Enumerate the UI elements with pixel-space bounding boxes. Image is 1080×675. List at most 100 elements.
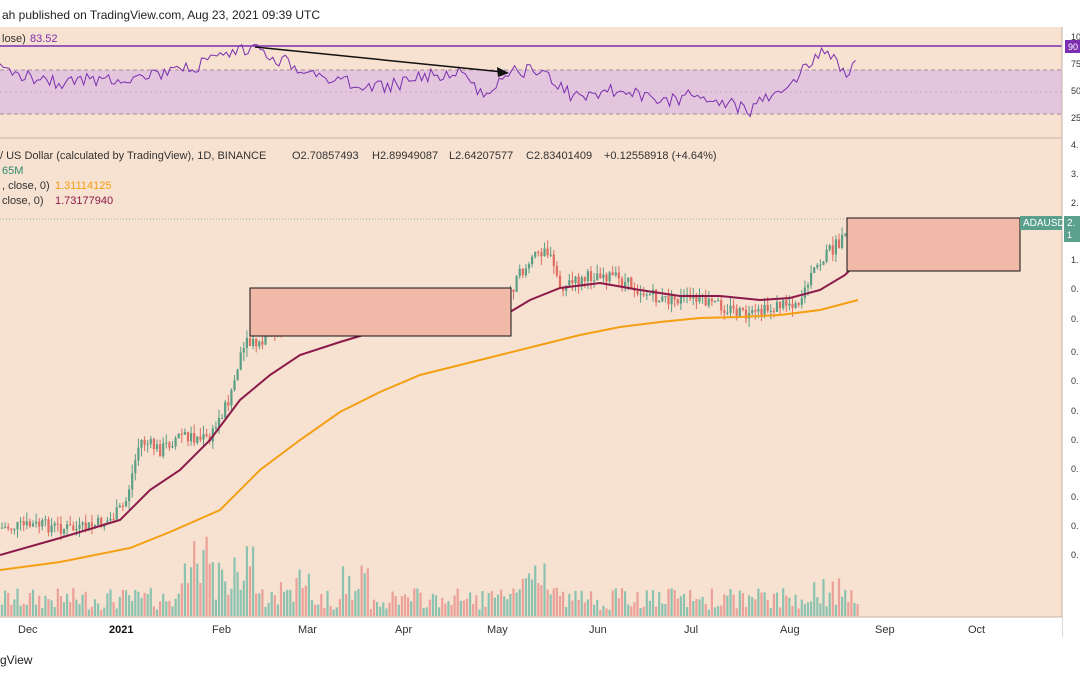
volume-bar — [106, 593, 109, 616]
candle-body — [620, 278, 624, 287]
volume-bar — [41, 608, 44, 616]
candle-body — [648, 294, 651, 296]
volume-bar — [589, 591, 593, 616]
price-axis-label: 0. — [1071, 376, 1079, 386]
volume-bar — [413, 588, 416, 616]
volume-bar — [382, 602, 385, 616]
candle-body — [183, 431, 186, 435]
candle-body — [726, 312, 729, 314]
volume-bar — [791, 605, 794, 616]
volume-bar — [301, 587, 304, 616]
candle-body — [264, 336, 267, 345]
candle-body — [137, 447, 140, 461]
candle-body — [785, 300, 788, 306]
candle-body — [242, 348, 245, 353]
volume-bar — [258, 593, 261, 616]
volume-bar — [648, 600, 651, 616]
candle-body — [797, 303, 800, 305]
volume-bar — [757, 588, 760, 616]
candle-body — [831, 245, 834, 255]
candle-body — [816, 265, 819, 268]
volume-bar — [800, 599, 803, 616]
volume-bar — [611, 590, 614, 616]
volume-bar — [245, 546, 248, 616]
volume-bar — [645, 590, 648, 616]
volume-bar — [403, 594, 407, 616]
volume-bar — [146, 594, 149, 616]
volume-bar — [810, 601, 813, 616]
candle-body — [537, 251, 540, 253]
candle-body — [673, 294, 676, 300]
volume-bar — [103, 607, 106, 616]
volume-bar — [555, 587, 558, 616]
volume-bar — [636, 592, 639, 616]
candle-body — [794, 303, 797, 308]
volume-bar — [292, 601, 295, 616]
candle-body — [186, 431, 190, 442]
volume-bar — [360, 565, 363, 616]
volume-bar — [394, 596, 397, 616]
ohlc-open: O2.70857493 — [292, 150, 359, 162]
volume-bar — [379, 606, 382, 616]
volume-bar — [500, 589, 503, 616]
price-axis-label: 0. — [1071, 284, 1079, 294]
candle-body — [713, 301, 717, 303]
candle-body — [744, 309, 748, 319]
volume-bar — [410, 601, 413, 616]
candle-body — [527, 264, 531, 269]
volume-bar — [419, 592, 422, 616]
volume-bar — [788, 597, 791, 616]
candle-body — [803, 287, 806, 298]
volume-bar — [84, 591, 87, 616]
candle-body — [540, 252, 543, 257]
candle-body — [521, 268, 524, 276]
volume-bar — [59, 595, 62, 616]
volume-bar — [335, 607, 338, 616]
candle-body — [543, 248, 546, 257]
candle-body — [692, 296, 695, 299]
volume-bar — [459, 600, 462, 616]
candle-body — [723, 310, 726, 313]
price-axis — [1062, 27, 1080, 637]
volume-bar — [438, 607, 441, 616]
volume-bar — [0, 604, 4, 616]
volume-bar — [664, 603, 667, 616]
volume-bar — [236, 571, 239, 616]
candle-body — [7, 526, 10, 529]
rsi-divergence-line — [254, 46, 504, 73]
candle-body — [245, 338, 248, 349]
volume-bar — [214, 599, 217, 616]
volume-bar — [317, 604, 320, 616]
volume-bar — [202, 550, 205, 616]
candle-body — [224, 402, 227, 418]
footer-brand: gView — [0, 653, 33, 667]
rsi-axis-labels: 100 75 50 25 — [1071, 32, 1080, 123]
candle-body — [152, 439, 155, 450]
candle-body — [97, 517, 100, 525]
volume-bar — [481, 591, 484, 616]
x-label-dec: Dec — [18, 624, 38, 636]
candle-body — [72, 525, 75, 531]
volume-bar — [813, 582, 816, 616]
volume-bar — [87, 609, 90, 616]
candle-body — [171, 446, 174, 448]
rsi-axis-label-100: 100 — [1071, 32, 1080, 42]
candle-body — [769, 310, 772, 312]
volume-bar — [837, 578, 841, 616]
candle-body — [59, 524, 62, 534]
volume-bar — [704, 604, 707, 616]
candle-body — [800, 297, 803, 305]
price-badge — [1064, 216, 1080, 242]
candle-body — [221, 417, 224, 419]
candle-body — [84, 522, 87, 531]
candle-body — [639, 293, 642, 295]
price-axis-label: 0. — [1071, 406, 1079, 416]
volume-bar — [487, 593, 490, 616]
candle-body — [633, 289, 636, 291]
volume-bar — [469, 592, 472, 616]
candle-body — [667, 295, 670, 305]
x-label-mar: Mar — [298, 624, 317, 636]
candle-body — [515, 276, 518, 292]
candle-body — [593, 280, 596, 282]
